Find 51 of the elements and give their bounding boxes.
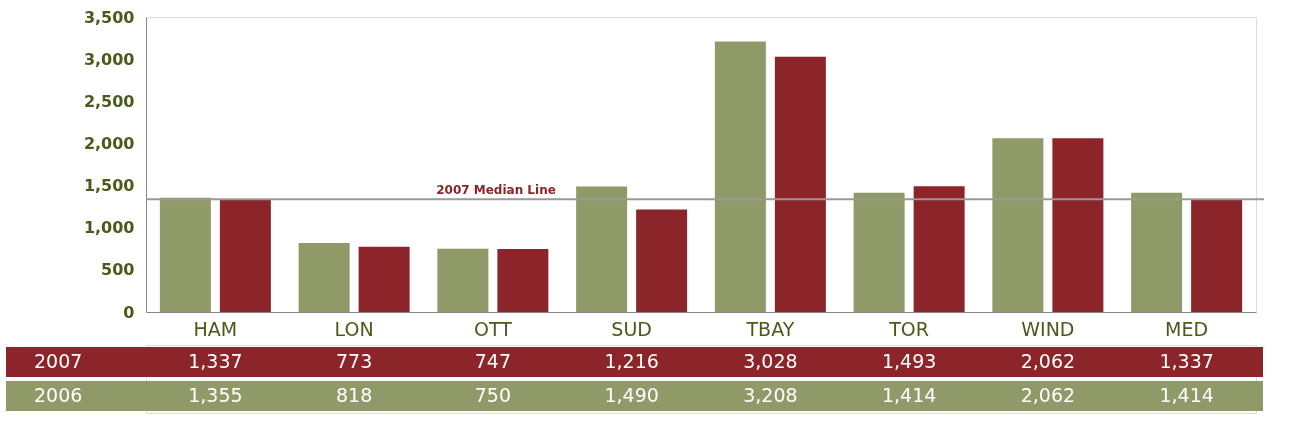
data-label: 818 bbox=[335, 384, 373, 406]
bar bbox=[636, 209, 688, 312]
bar bbox=[853, 192, 905, 312]
x-tick-label: TOR bbox=[888, 317, 930, 340]
data-label: 1,337 bbox=[1159, 350, 1214, 372]
x-tick-label: WIND bbox=[1021, 317, 1075, 340]
bar bbox=[1131, 192, 1183, 312]
text: 2007 bbox=[34, 350, 83, 372]
y-tick-label: 500 bbox=[101, 260, 135, 280]
x-tick-label: SUD bbox=[611, 317, 652, 340]
data-label: 2,062 bbox=[1020, 350, 1076, 372]
bar bbox=[219, 199, 271, 312]
x-tick-label: TBAY bbox=[745, 317, 795, 340]
bar bbox=[298, 243, 350, 312]
bar bbox=[1052, 138, 1104, 312]
y-tick-label: 1,000 bbox=[83, 218, 135, 238]
bar bbox=[497, 249, 549, 312]
data-label: 1,337 bbox=[188, 350, 243, 372]
data-label: 2,062 bbox=[1020, 384, 1076, 406]
bar bbox=[714, 41, 766, 312]
y-tick-label: 2,000 bbox=[83, 133, 135, 153]
x-tick-label: HAM bbox=[193, 317, 238, 340]
x-tick-label: OTT bbox=[473, 317, 513, 340]
data-label: 3,208 bbox=[743, 384, 798, 406]
data-label: 1,490 bbox=[604, 384, 659, 406]
bar bbox=[576, 186, 628, 312]
x-tick-label: LON bbox=[334, 317, 374, 340]
bar bbox=[992, 138, 1044, 312]
bar bbox=[358, 246, 410, 312]
x-tick-label: MED bbox=[1165, 317, 1209, 340]
data-label: 750 bbox=[474, 384, 512, 406]
text: 2006 bbox=[34, 384, 83, 406]
y-tick-label: 3,000 bbox=[83, 49, 135, 69]
bar bbox=[159, 197, 211, 312]
ref-line-label: 2007 Median Line bbox=[436, 183, 556, 198]
data-label: 3,028 bbox=[743, 350, 798, 372]
bar bbox=[1191, 199, 1243, 312]
data-label: 1,216 bbox=[604, 350, 659, 372]
bar bbox=[437, 248, 489, 312]
y-tick-label: 1,500 bbox=[83, 176, 135, 196]
y-tick-label: 2,500 bbox=[83, 91, 135, 111]
data-label: 747 bbox=[474, 350, 512, 372]
data-label: 773 bbox=[335, 350, 373, 372]
bar bbox=[774, 56, 826, 312]
data-label: 1,414 bbox=[1159, 384, 1214, 406]
data-label: 1,493 bbox=[881, 350, 937, 372]
data-label: 1,414 bbox=[881, 384, 937, 406]
data-label: 1,355 bbox=[188, 384, 243, 406]
bar bbox=[913, 186, 965, 312]
y-tick-label: 3,500 bbox=[83, 7, 135, 27]
y-tick-label: 0 bbox=[123, 302, 135, 322]
